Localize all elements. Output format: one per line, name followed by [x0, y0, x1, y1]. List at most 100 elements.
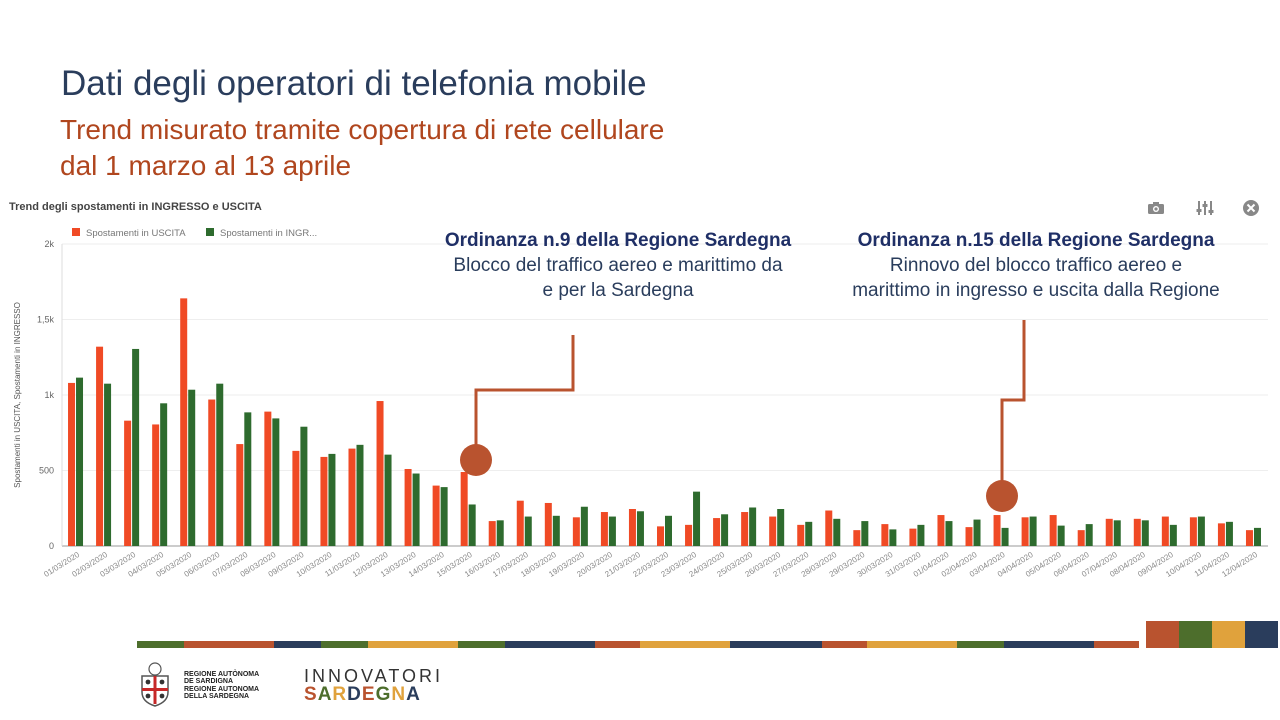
bar-uscita [881, 524, 889, 546]
bar-ingresso [1057, 525, 1065, 546]
bar-ingresso [524, 516, 532, 546]
bar-ingresso [721, 514, 729, 546]
bar-uscita [208, 399, 216, 546]
y-tick-label: 500 [39, 466, 54, 476]
bar-ingresso [1253, 527, 1261, 546]
annotation-text: Blocco del traffico aereo e marittimo da [453, 255, 783, 276]
bar-ingresso [412, 473, 420, 546]
bar-uscita [713, 518, 721, 546]
bar-uscita [124, 420, 132, 546]
stripe-segment [1004, 641, 1094, 648]
stripe-segment [595, 641, 640, 648]
bar-uscita [180, 298, 188, 546]
bar-ingresso [244, 412, 252, 546]
brand-letter: D [347, 684, 362, 705]
brand-letter: A [406, 684, 421, 705]
bar-ingresso [160, 403, 168, 546]
bar-uscita [628, 509, 636, 546]
bar-ingresso [777, 509, 785, 546]
brand-letter: A [317, 684, 333, 705]
legend-label: Spostamenti in USCITA [86, 228, 186, 239]
annotation-connector [1000, 320, 1026, 494]
y-tick-label: 2k [44, 239, 54, 249]
annotation-marker [986, 480, 1018, 512]
y-tick-label: 1k [44, 390, 54, 400]
sliders-icon[interactable] [1195, 199, 1215, 217]
bar-ingresso [272, 418, 280, 546]
annotation-text: marittimo in ingresso e uscita dalla Reg… [852, 280, 1220, 301]
bar-ingresso [1225, 521, 1233, 546]
bar-uscita [488, 521, 496, 546]
bar-uscita [769, 516, 777, 546]
bar-ingresso [945, 521, 953, 546]
bar-uscita [292, 450, 300, 546]
y-tick-label: 1,5k [37, 315, 55, 325]
region-name-line: DE SARDIGNA [184, 678, 234, 685]
stripe-segment [274, 641, 321, 648]
bar-uscita [1161, 516, 1169, 546]
bar-uscita [544, 502, 552, 546]
bar-ingresso [608, 516, 616, 546]
bar-ingresso [552, 515, 560, 546]
bar-uscita [1217, 523, 1225, 546]
annotation-text: Rinnovo del blocco traffico aereo e [889, 255, 1183, 276]
bar-uscita [376, 401, 384, 546]
region-name-line: REGIONE AUTÒNOMA [184, 671, 260, 678]
bar-uscita [1021, 517, 1029, 546]
bar-uscita [572, 517, 580, 546]
bar-ingresso [216, 383, 224, 546]
bar-uscita [236, 444, 244, 546]
bar-ingresso [300, 426, 308, 546]
bar-ingresso [1085, 524, 1093, 546]
bar-uscita [853, 530, 861, 546]
bar-ingresso [1001, 527, 1009, 546]
bar-uscita [965, 527, 973, 546]
bar-uscita [68, 382, 76, 546]
bar-uscita [152, 424, 160, 546]
color-block [1146, 621, 1179, 648]
bar-ingresso [384, 454, 392, 546]
bar-uscita [600, 512, 608, 546]
bar-ingresso [973, 519, 981, 546]
bar-ingresso [328, 453, 336, 546]
bar-uscita [96, 346, 104, 546]
annotation-connector [474, 335, 575, 458]
region-name-line: DELLA SARDEGNA [184, 693, 250, 700]
annotation-marker [460, 444, 492, 476]
bar-uscita [1133, 518, 1141, 546]
bar-ingresso [132, 348, 140, 546]
bar-ingresso [749, 507, 757, 546]
brand-letter: N [391, 684, 407, 705]
bar-ingresso [76, 377, 84, 546]
bar-ingresso [693, 491, 701, 546]
bar-ingresso [580, 506, 588, 546]
bar-ingresso [805, 521, 813, 546]
bar-ingresso [636, 511, 644, 546]
annotation-heading: Ordinanza n.15 della Regione Sardegna [857, 230, 1215, 251]
stripe-segment [137, 641, 184, 648]
bar-ingresso [356, 444, 364, 546]
bar-ingresso [889, 529, 897, 546]
camera-icon[interactable] [1146, 199, 1166, 217]
slide-subtitle-line1: Trend misurato tramite copertura di rete… [60, 114, 665, 145]
bar-uscita [1049, 515, 1057, 546]
color-block [1245, 621, 1278, 648]
bar-ingresso [1141, 520, 1149, 546]
bar-uscita [460, 472, 468, 546]
chart-title: Trend degli spostamenti in INGRESSO e US… [9, 201, 262, 213]
bar-uscita [909, 528, 917, 546]
bar-uscita [1245, 530, 1253, 546]
bar-uscita [432, 485, 440, 546]
brand-innovatori: INNOVATORI [304, 666, 444, 686]
stripe-segment [458, 641, 505, 648]
stripe-segment [368, 641, 458, 648]
close-icon[interactable] [1242, 199, 1260, 217]
footer-color-stripe [137, 641, 1139, 648]
bar-chart: 0 500 1k 1,5k 2k Spostamenti in USCITA, Spost… [13, 228, 1268, 579]
bar-uscita [264, 411, 272, 546]
brand-letter: G [375, 684, 392, 705]
stripe-segment [730, 641, 822, 648]
bar-uscita [797, 524, 805, 546]
region-name-line: REGIONE AUTONOMA [184, 686, 260, 693]
bar-ingresso [496, 520, 504, 546]
